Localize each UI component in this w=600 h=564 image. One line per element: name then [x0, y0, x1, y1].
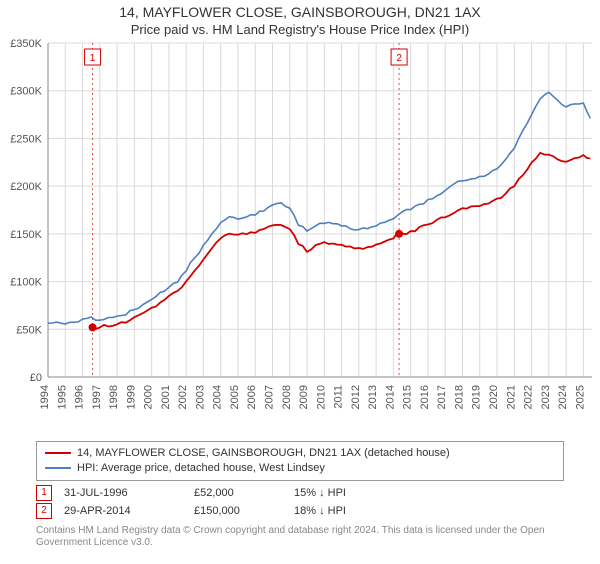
- sale-point: [395, 230, 403, 238]
- x-tick-label: 2015: [402, 385, 414, 409]
- x-tick-label: 1995: [56, 385, 68, 409]
- x-tick-label: 2012: [350, 385, 362, 409]
- legend-row: HPI: Average price, detached house, West…: [45, 461, 555, 476]
- x-tick-label: 2009: [298, 385, 310, 409]
- y-tick-label: £300K: [10, 86, 42, 98]
- legend-swatch: [45, 452, 71, 454]
- x-tick-label: 2002: [177, 385, 189, 409]
- x-tick-label: 2005: [229, 385, 241, 409]
- y-tick-label: £150K: [10, 229, 42, 241]
- x-tick-label: 2004: [212, 385, 224, 409]
- y-tick-label: £350K: [10, 38, 42, 50]
- sale-row: 1 31-JUL-1996£52,00015% ↓ HPI: [36, 485, 564, 501]
- sale-date: 31-JUL-1996: [64, 487, 194, 499]
- sale-price: £150,000: [194, 505, 294, 517]
- y-tick-label: £0: [30, 372, 42, 384]
- x-tick-label: 1996: [74, 385, 86, 409]
- legend-row: 14, MAYFLOWER CLOSE, GAINSBOROUGH, DN21 …: [45, 446, 555, 461]
- y-tick-label: £50K: [16, 324, 42, 336]
- x-tick-label: 2025: [574, 385, 586, 409]
- legend: 14, MAYFLOWER CLOSE, GAINSBOROUGH, DN21 …: [36, 441, 564, 481]
- sale-diff: 15% ↓ HPI: [294, 487, 394, 499]
- attribution: Contains HM Land Registry data © Crown c…: [36, 525, 564, 550]
- x-tick-label: 2001: [160, 385, 172, 409]
- sale-events: 1 31-JUL-1996£52,00015% ↓ HPI 2 29-APR-2014…: [36, 485, 564, 519]
- x-tick-label: 2017: [436, 385, 448, 409]
- x-tick-label: 2024: [557, 385, 569, 409]
- title-subtitle: Price paid vs. HM Land Registry's House …: [0, 22, 600, 37]
- series-hpi: [48, 92, 590, 324]
- sale-row-badge: 1: [36, 485, 52, 501]
- x-tick-label: 2019: [471, 385, 483, 409]
- y-tick-label: £250K: [10, 133, 42, 145]
- sale-badge-label: 2: [396, 53, 402, 64]
- x-tick-label: 2010: [315, 385, 327, 409]
- sale-row-badge: 2: [36, 503, 52, 519]
- x-tick-label: 1998: [108, 385, 120, 409]
- y-tick-label: £100K: [10, 277, 42, 289]
- legend-label: HPI: Average price, detached house, West…: [77, 461, 325, 476]
- page: 14, MAYFLOWER CLOSE, GAINSBOROUGH, DN21 …: [0, 4, 600, 564]
- sale-point: [89, 323, 97, 331]
- x-tick-label: 2022: [523, 385, 535, 409]
- chart: £0 £50K £100K £150K £200K £250K £300K £350K 1994…: [0, 37, 600, 437]
- y-tick-label: £200K: [10, 181, 42, 193]
- x-tick-label: 2018: [453, 385, 465, 409]
- sale-price: £52,000: [194, 487, 294, 499]
- sale-diff: 18% ↓ HPI: [294, 505, 394, 517]
- sale-row: 2 29-APR-2014£150,00018% ↓ HPI: [36, 503, 564, 519]
- x-tick-label: 2011: [333, 385, 345, 409]
- x-tick-label: 2020: [488, 385, 500, 409]
- title-address: 14, MAYFLOWER CLOSE, GAINSBOROUGH, DN21 …: [0, 4, 600, 20]
- x-tick-label: 2006: [246, 385, 258, 409]
- x-tick-label: 2003: [194, 385, 206, 409]
- x-tick-label: 2014: [384, 385, 396, 409]
- x-tick-label: 2008: [281, 385, 293, 409]
- legend-swatch: [45, 467, 71, 469]
- chart-svg: £0 £50K £100K £150K £200K £250K £300K £350K 1994…: [0, 37, 600, 437]
- x-tick-label: 2016: [419, 385, 431, 409]
- x-tick-label: 1999: [125, 385, 137, 409]
- titles-block: 14, MAYFLOWER CLOSE, GAINSBOROUGH, DN21 …: [0, 4, 600, 37]
- legend-label: 14, MAYFLOWER CLOSE, GAINSBOROUGH, DN21 …: [77, 446, 450, 461]
- sale-badge-label: 1: [90, 53, 96, 64]
- sale-date: 29-APR-2014: [64, 505, 194, 517]
- x-tick-label: 2023: [540, 385, 552, 409]
- x-tick-label: 2007: [264, 385, 276, 409]
- x-tick-label: 2000: [143, 385, 155, 409]
- x-tick-label: 1997: [91, 385, 103, 409]
- x-tick-label: 2013: [367, 385, 379, 409]
- x-tick-label: 1994: [39, 385, 51, 409]
- x-tick-label: 2021: [505, 385, 517, 409]
